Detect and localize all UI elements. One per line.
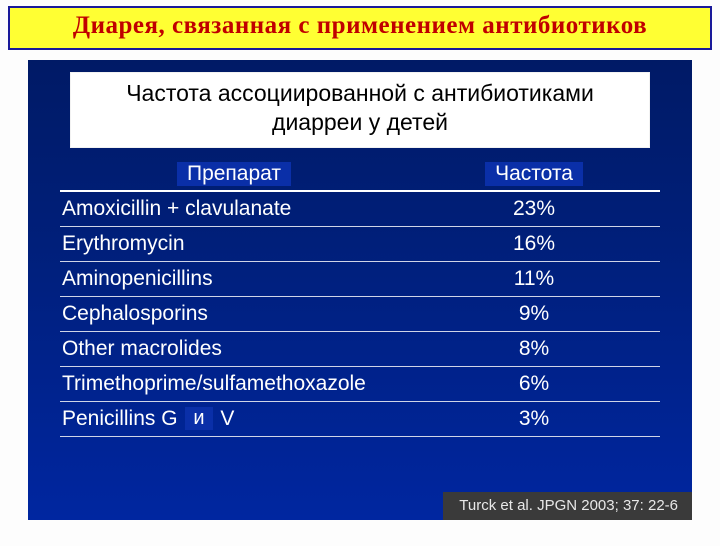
table-row: Other macrolides 8% [60,332,660,367]
table-row: Cephalosporins 9% [60,297,660,332]
table-row: Amoxicillin + clavulanate 23% [60,192,660,227]
frequency-table: Препарат Частота Amoxicillin + clavulana… [60,162,660,437]
page-title: Диарея, связанная с применением антибиот… [73,12,647,39]
cell-freq: 8% [408,337,660,361]
cell-drug: Erythromycin [60,232,408,256]
table-row: Penicillins G и V3% [60,402,660,437]
subtitle-text: Частота ассоциированной с антибиотиками … [126,80,594,135]
table-row: Trimethoprime/sulfamethoxazole 6% [60,367,660,402]
title-banner: Диарея, связанная с применением антибиот… [8,6,712,50]
cell-drug: Other macrolides [60,337,408,361]
table-header-row: Препарат Частота [60,162,660,192]
cell-freq: 11% [408,267,660,291]
table-row: Erythromycin 16% [60,227,660,262]
col-header-freq: Частота [408,162,660,186]
drug-name-pre: Other macrolides [62,337,222,360]
subtitle-box: Частота ассоциированной с антибиотиками … [70,72,650,148]
cell-drug: Aminopenicillins [60,267,408,291]
cell-drug: Penicillins G и V [60,407,408,431]
drug-name-pre: Amoxicillin + clavulanate [62,197,291,220]
col-header-freq-label: Частота [485,162,583,186]
drug-name-post: V [215,407,235,430]
cell-freq: 16% [408,232,660,256]
col-header-drug-label: Препарат [177,162,291,186]
cell-drug: Trimethoprime/sulfamethoxazole [60,372,408,396]
cell-freq: 6% [408,372,660,396]
cell-freq: 23% [408,197,660,221]
slide-panel: Частота ассоциированной с антибиотиками … [28,60,692,520]
cell-drug: Amoxicillin + clavulanate [60,197,408,221]
table-row: Aminopenicillins 11% [60,262,660,297]
citation-box: Turck et al. JPGN 2003; 37: 22-6 [443,492,692,520]
drug-name-pre: Aminopenicillins [62,267,213,290]
cell-drug: Cephalosporins [60,302,408,326]
drug-name-pre: Cephalosporins [62,302,208,325]
col-header-drug: Препарат [60,162,408,186]
and-patch: и [185,407,212,430]
drug-name-pre: Penicillins G [62,407,178,430]
cell-freq: 3% [408,407,660,431]
table-body: Amoxicillin + clavulanate 23% Erythromycin… [60,192,660,437]
drug-name-pre: Trimethoprime/sulfamethoxazole [62,372,366,395]
cell-freq: 9% [408,302,660,326]
citation-text: Turck et al. JPGN 2003; 37: 22-6 [459,497,678,514]
drug-name-pre: Erythromycin [62,232,185,255]
